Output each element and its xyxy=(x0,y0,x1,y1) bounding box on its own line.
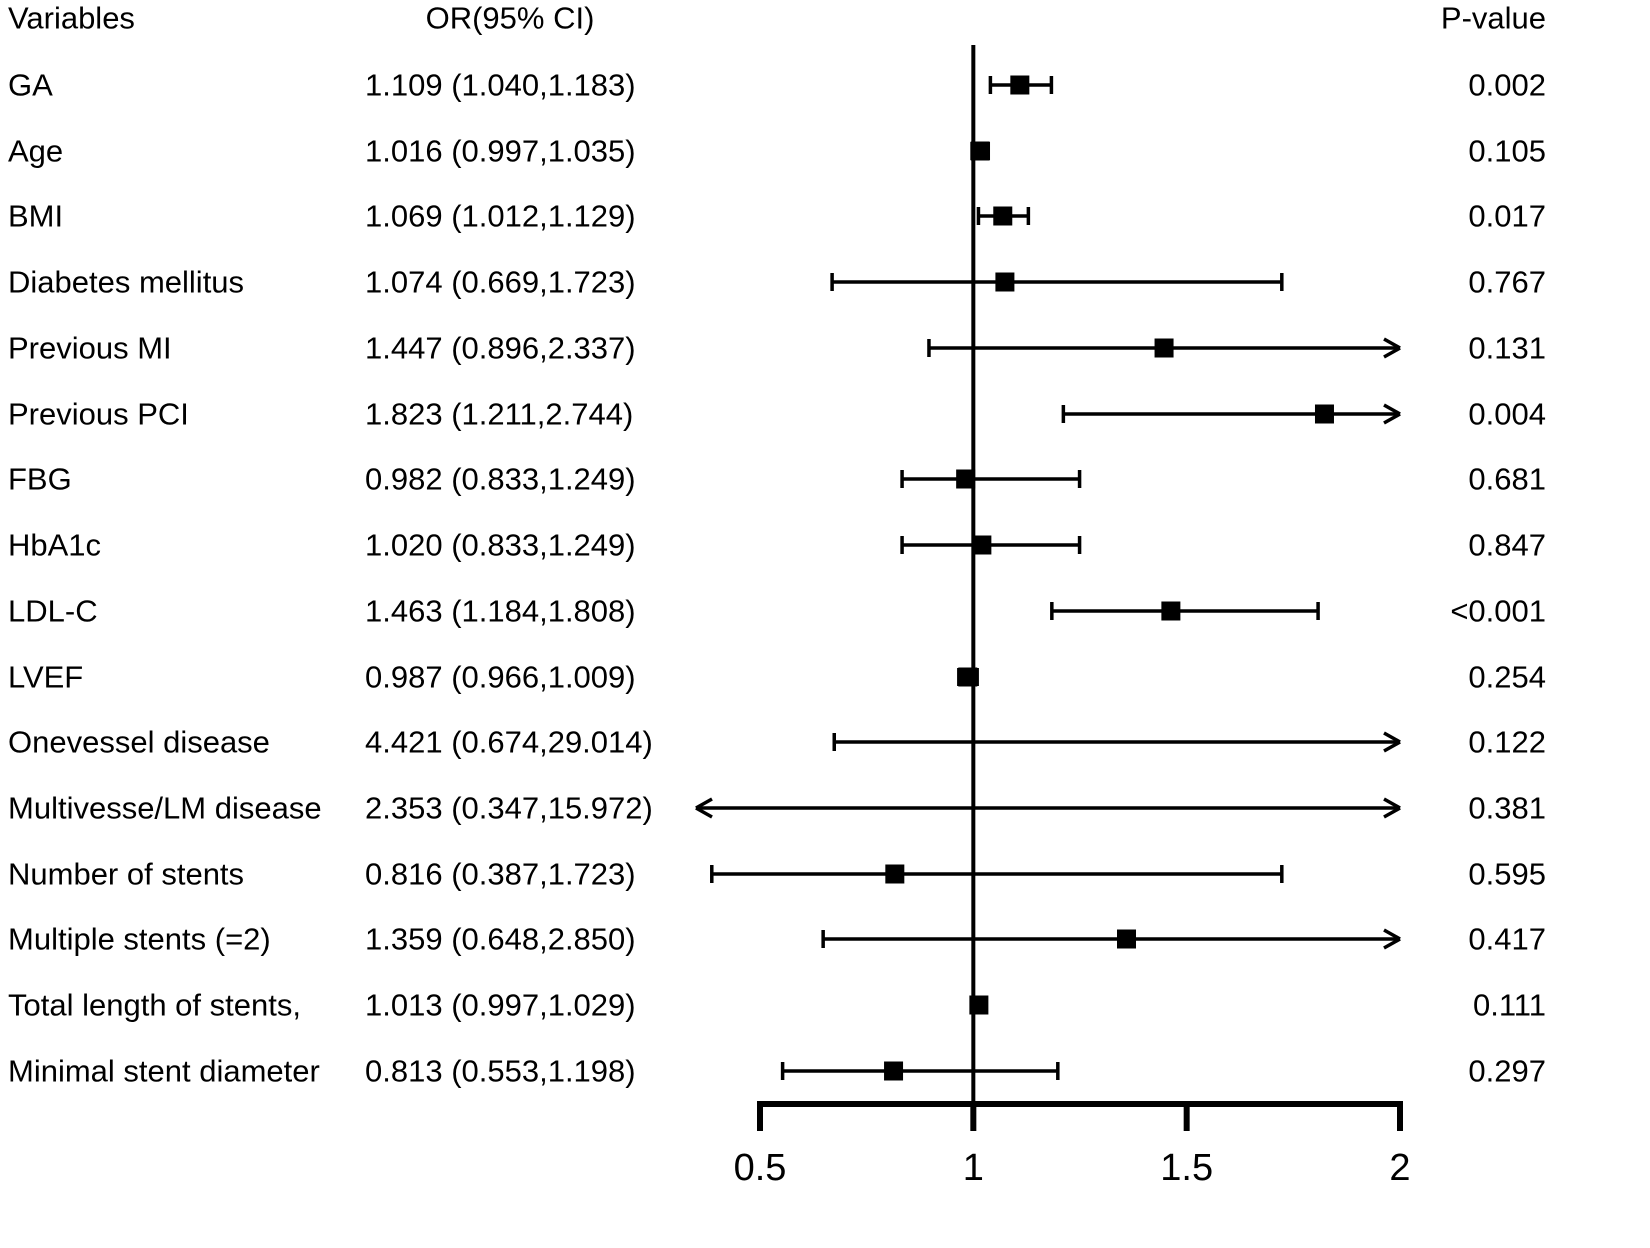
row-label: FBG xyxy=(8,461,72,497)
or-marker xyxy=(885,864,905,884)
row-or-ci: 1.016 (0.997,1.035) xyxy=(365,133,636,169)
right-arrow xyxy=(1383,731,1401,744)
row-or-ci: 1.463 (1.184,1.808) xyxy=(365,593,636,629)
or-marker xyxy=(1117,929,1137,949)
row-or-ci: 1.109 (1.040,1.183) xyxy=(365,67,636,103)
row-or-ci: 2.353 (0.347,15.972) xyxy=(365,790,653,826)
or-marker xyxy=(884,1061,904,1081)
or-marker xyxy=(995,272,1015,292)
row-p-value: 0.681 xyxy=(1468,461,1546,497)
row-label: HbA1c xyxy=(8,527,102,563)
row-or-ci: 0.987 (0.966,1.009) xyxy=(365,659,636,695)
row-label: Multivesse/LM disease xyxy=(8,790,322,826)
row-label: Previous MI xyxy=(8,330,172,366)
right-arrow xyxy=(1383,797,1401,810)
row-label: LDL-C xyxy=(8,593,98,629)
x-tick-label: 1 xyxy=(963,1147,984,1189)
row-or-ci: 1.069 (1.012,1.129) xyxy=(365,198,636,234)
row-label: Diabetes mellitus xyxy=(8,264,245,300)
column-header-or-ci: OR(95% CI) xyxy=(425,0,595,36)
row-p-value: 0.122 xyxy=(1468,724,1546,760)
row-p-value: 0.111 xyxy=(1473,987,1546,1023)
right-arrow xyxy=(1383,740,1401,753)
row-p-value: 0.002 xyxy=(1468,67,1546,103)
right-arrow xyxy=(1383,937,1401,950)
row-label: Previous PCI xyxy=(8,396,189,432)
right-arrow xyxy=(1383,403,1401,416)
left-arrow xyxy=(695,797,713,810)
row-label: GA xyxy=(8,67,53,103)
row-label: Onevessel disease xyxy=(8,724,270,760)
column-header-p-value: P-value xyxy=(1440,0,1546,36)
row-p-value: 0.381 xyxy=(1468,790,1546,826)
right-arrow xyxy=(1383,928,1401,941)
row-label: Minimal stent diameter xyxy=(8,1053,320,1089)
or-marker xyxy=(1314,404,1334,424)
row-or-ci: 1.359 (0.648,2.850) xyxy=(365,921,636,957)
row-p-value: 0.417 xyxy=(1468,921,1546,957)
row-p-value: 0.131 xyxy=(1468,330,1546,366)
row-or-ci: 0.816 (0.387,1.723) xyxy=(365,856,636,892)
row-or-ci: 0.813 (0.553,1.198) xyxy=(365,1053,636,1089)
or-marker xyxy=(972,535,992,555)
row-or-ci: 1.074 (0.669,1.723) xyxy=(365,264,636,300)
x-tick-label: 1.5 xyxy=(1160,1147,1213,1189)
right-arrow xyxy=(1383,346,1401,359)
row-label: Age xyxy=(8,133,64,169)
column-header-variables: Variables xyxy=(8,0,135,36)
or-marker xyxy=(970,141,990,161)
right-arrow xyxy=(1383,412,1401,425)
row-or-ci: 1.020 (0.833,1.249) xyxy=(365,527,636,563)
row-p-value: 0.105 xyxy=(1468,133,1546,169)
row-label: BMI xyxy=(8,198,64,234)
right-arrow xyxy=(1383,337,1401,350)
left-arrow xyxy=(695,806,713,819)
row-or-ci: 1.447 (0.896,2.337) xyxy=(365,330,636,366)
x-tick-label: 2 xyxy=(1389,1147,1410,1189)
row-p-value: 0.595 xyxy=(1468,856,1546,892)
row-p-value: 0.297 xyxy=(1468,1053,1546,1089)
right-arrow xyxy=(1383,806,1401,819)
or-marker xyxy=(1154,338,1174,358)
row-p-value: 0.254 xyxy=(1468,659,1546,695)
row-p-value: 0.004 xyxy=(1468,396,1546,432)
row-p-value: <0.001 xyxy=(1450,593,1546,629)
or-marker xyxy=(969,995,989,1015)
row-label: LVEF xyxy=(8,659,84,695)
row-label: Total length of stents, xyxy=(8,987,301,1023)
or-marker xyxy=(993,206,1013,226)
or-marker xyxy=(956,469,976,489)
row-p-value: 0.017 xyxy=(1468,198,1546,234)
or-marker xyxy=(1010,75,1030,95)
row-p-value: 0.767 xyxy=(1468,264,1546,300)
row-p-value: 0.847 xyxy=(1468,527,1546,563)
or-marker xyxy=(1161,601,1181,621)
row-or-ci: 4.421 (0.674,29.014) xyxy=(365,724,653,760)
row-label: Number of stents xyxy=(8,856,245,892)
row-or-ci: 1.013 (0.997,1.029) xyxy=(365,987,636,1023)
row-label: Multiple stents (=2) xyxy=(8,921,271,957)
row-or-ci: 0.982 (0.833,1.249) xyxy=(365,461,636,497)
or-marker xyxy=(958,667,978,687)
row-or-ci: 1.823 (1.211,2.744) xyxy=(365,396,634,432)
x-tick-label: 0.5 xyxy=(734,1147,787,1189)
